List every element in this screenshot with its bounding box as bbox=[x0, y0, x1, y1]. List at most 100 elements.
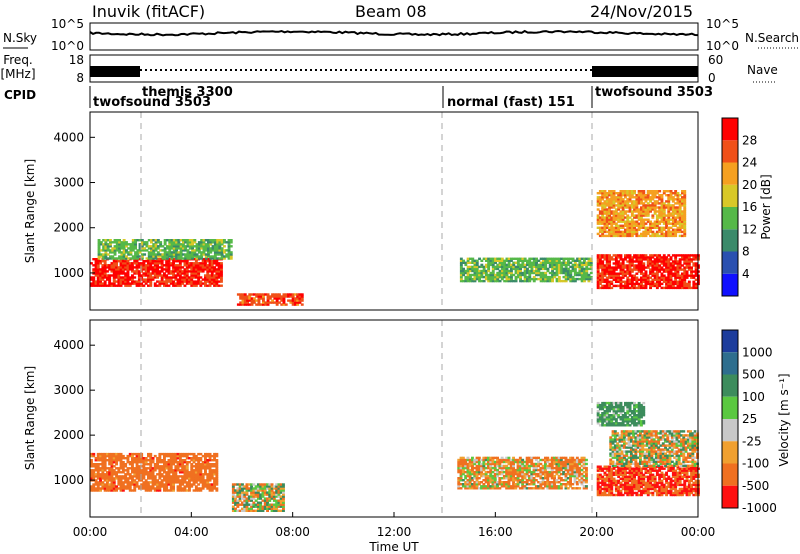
heatmap-cell bbox=[674, 216, 678, 219]
heatmap-cell bbox=[185, 483, 189, 486]
heatmap-cell bbox=[635, 264, 639, 267]
heatmap-cell bbox=[644, 232, 648, 236]
heatmap-cell bbox=[624, 272, 627, 275]
heatmap-cell bbox=[646, 282, 650, 286]
heatmap-cell bbox=[553, 462, 556, 466]
heatmap-cell bbox=[489, 456, 493, 460]
heatmap-cell bbox=[94, 268, 98, 271]
heatmap-cell bbox=[144, 461, 148, 464]
heatmap-cell bbox=[685, 256, 689, 259]
heatmap-cell bbox=[131, 270, 134, 273]
heatmap-cell bbox=[505, 456, 509, 460]
heatmap-cell bbox=[482, 487, 486, 490]
heatmap-cell bbox=[516, 257, 520, 260]
heatmap-cell bbox=[507, 487, 511, 490]
heatmap-cell bbox=[660, 210, 664, 213]
heatmap-cell bbox=[649, 224, 652, 227]
heatmap-cell bbox=[462, 273, 465, 277]
heatmap-cell bbox=[557, 460, 561, 464]
heatmap-cell bbox=[628, 282, 632, 286]
heatmap-cell bbox=[178, 454, 182, 458]
heatmap-cell bbox=[589, 259, 593, 262]
heatmap-cell bbox=[628, 210, 632, 213]
heatmap-cell bbox=[596, 284, 600, 288]
heatmap-cell bbox=[115, 241, 119, 244]
heatmap-cell bbox=[90, 454, 93, 458]
heatmap-cell bbox=[234, 509, 237, 512]
heatmap-cell bbox=[119, 463, 123, 466]
heatmap-cell bbox=[678, 226, 682, 229]
heatmap-cell bbox=[231, 507, 235, 510]
heatmap-cell bbox=[160, 459, 164, 462]
heatmap-cell bbox=[259, 493, 263, 496]
heatmap-cell bbox=[624, 194, 627, 197]
heatmap-cell bbox=[605, 256, 609, 259]
freq-unit-label: [MHz] bbox=[0, 67, 35, 81]
heatmap-cell bbox=[156, 479, 159, 482]
heatmap-cell bbox=[541, 487, 545, 490]
heatmap-cell bbox=[669, 194, 673, 197]
heatmap-cell bbox=[608, 212, 611, 215]
heatmap-cell bbox=[266, 499, 269, 502]
heatmap-cell bbox=[99, 475, 102, 478]
heatmap-cell bbox=[681, 198, 684, 201]
heatmap-cell bbox=[512, 472, 515, 476]
heatmap-cell bbox=[220, 270, 223, 273]
heatmap-cell bbox=[526, 267, 529, 271]
heatmap-cell bbox=[168, 245, 172, 248]
heatmap-cell bbox=[185, 467, 189, 470]
heatmap-cell bbox=[117, 268, 121, 271]
heatmap-cell bbox=[530, 472, 534, 476]
heatmap-cell bbox=[612, 278, 616, 281]
heatmap-cell bbox=[144, 278, 148, 281]
heatmap-cell bbox=[220, 272, 223, 275]
heatmap-cell bbox=[101, 473, 105, 476]
heatmap-cell bbox=[234, 499, 237, 502]
heatmap-cell bbox=[612, 192, 616, 195]
heatmap-cell bbox=[658, 220, 662, 223]
heatmap-cell bbox=[683, 194, 687, 197]
heatmap-cell bbox=[475, 466, 479, 470]
heatmap-cell bbox=[194, 467, 198, 470]
heatmap-cell bbox=[500, 263, 504, 267]
heatmap-cell bbox=[528, 466, 531, 470]
heatmap-cell bbox=[238, 497, 242, 500]
heatmap-cell bbox=[112, 278, 116, 281]
heatmap-cell bbox=[174, 266, 178, 269]
heatmap-cell bbox=[135, 266, 139, 269]
heatmap-cell bbox=[635, 232, 639, 236]
heatmap-cell bbox=[184, 239, 188, 242]
heatmap-cell bbox=[617, 274, 621, 277]
heatmap-cell bbox=[136, 253, 140, 256]
heatmap-cell bbox=[640, 256, 643, 259]
heatmap-cell bbox=[266, 487, 269, 490]
heatmap-cell bbox=[137, 276, 141, 279]
heatmap-cell bbox=[204, 483, 207, 486]
heatmap-cell bbox=[204, 276, 207, 279]
heatmap-cell bbox=[553, 265, 557, 269]
heatmap-cell bbox=[496, 265, 500, 269]
heatmap-cell bbox=[655, 216, 659, 219]
heatmap-cell bbox=[163, 251, 167, 254]
heatmap-cell bbox=[635, 280, 639, 283]
heatmap-cell bbox=[124, 272, 128, 275]
heatmap-cell bbox=[268, 493, 272, 496]
heatmap-cell bbox=[466, 275, 470, 279]
heatmap-cell bbox=[681, 202, 684, 205]
heatmap-cell bbox=[530, 458, 534, 462]
heatmap-cell bbox=[137, 467, 141, 470]
heatmap-cell bbox=[215, 274, 219, 277]
heatmap-cell bbox=[480, 458, 483, 462]
heatmap-cell bbox=[190, 280, 194, 283]
heatmap-cell bbox=[681, 222, 684, 225]
heatmap-cell bbox=[491, 267, 495, 271]
heatmap-cell bbox=[238, 483, 242, 486]
heatmap-cell bbox=[671, 272, 675, 275]
heatmap-cell bbox=[137, 270, 141, 273]
heatmap-cell bbox=[598, 216, 602, 219]
heatmap-cell bbox=[532, 462, 536, 466]
heatmap-cell bbox=[469, 261, 472, 264]
heatmap-cell bbox=[172, 459, 175, 462]
heatmap-cell bbox=[694, 264, 698, 267]
heatmap-cell bbox=[266, 301, 270, 304]
